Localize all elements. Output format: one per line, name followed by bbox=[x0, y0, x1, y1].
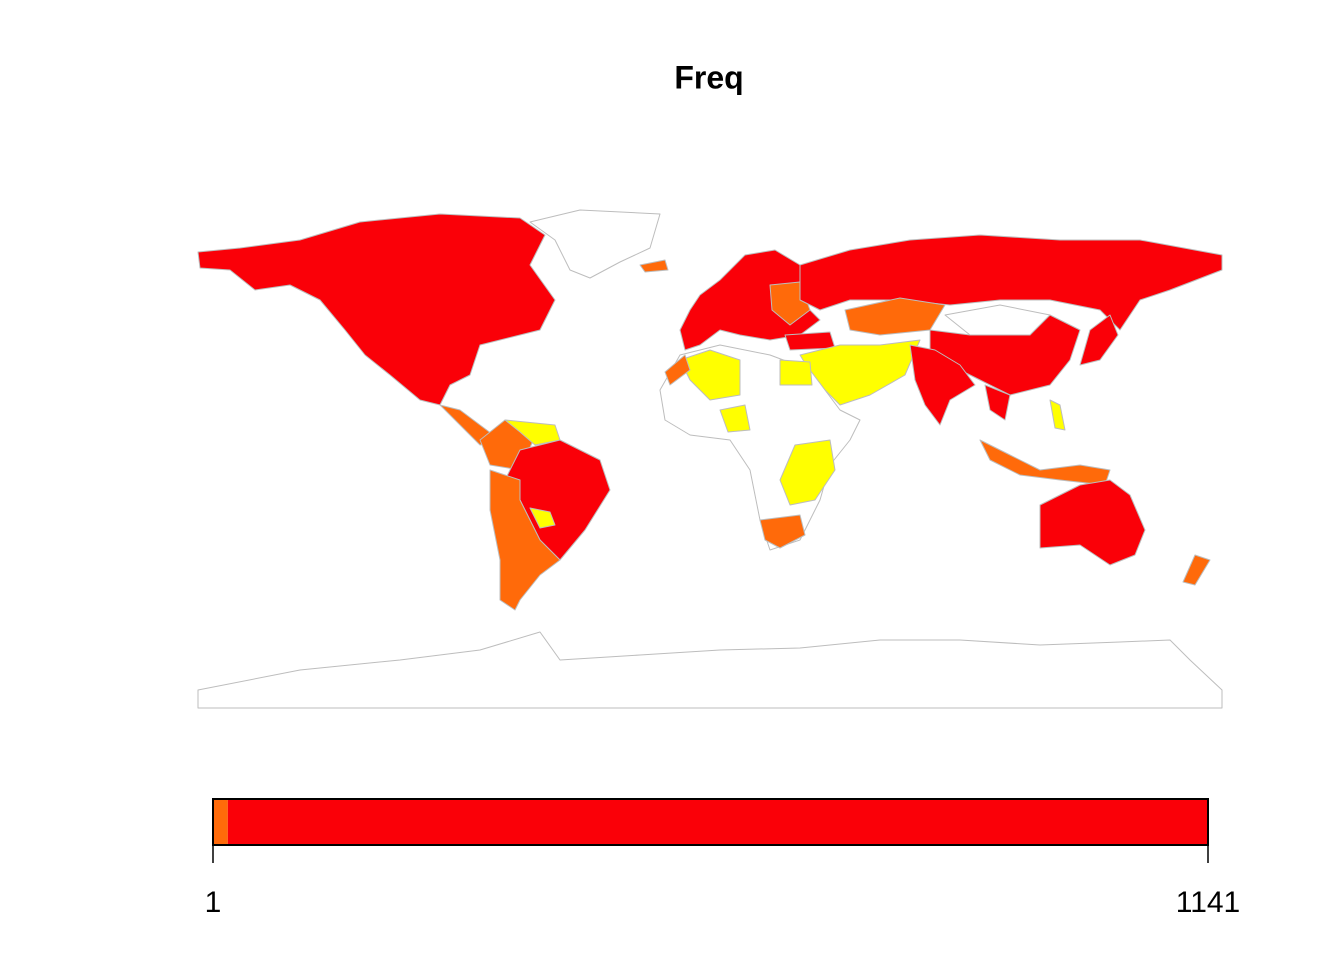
legend-segment bbox=[227, 799, 1209, 845]
russia bbox=[799, 234, 1223, 331]
legend-tick-label: 1 bbox=[205, 886, 222, 919]
legend-tick-label: 1141 bbox=[1176, 886, 1241, 919]
venezuela bbox=[504, 419, 561, 446]
paraguay bbox=[529, 507, 556, 529]
legend-segment bbox=[213, 799, 228, 845]
southeast-asia bbox=[984, 384, 1011, 421]
indonesia bbox=[979, 439, 1111, 486]
world-map bbox=[197, 209, 1223, 709]
central-asia bbox=[844, 297, 946, 336]
east-africa-yellow bbox=[779, 439, 836, 506]
north-africa-yellow bbox=[679, 349, 741, 401]
india bbox=[909, 344, 976, 426]
greenland bbox=[529, 209, 661, 279]
legend: 1 1141 bbox=[205, 798, 1241, 919]
australia bbox=[1039, 479, 1146, 566]
egypt bbox=[779, 359, 813, 386]
turkey bbox=[784, 331, 836, 351]
japan bbox=[1079, 314, 1119, 366]
map-title: Freq bbox=[674, 59, 743, 95]
antarctica bbox=[197, 631, 1223, 709]
morocco bbox=[664, 354, 691, 386]
legend-border bbox=[212, 798, 1209, 846]
north-america bbox=[197, 213, 556, 406]
south-america-south bbox=[489, 469, 561, 611]
iceland bbox=[639, 259, 669, 273]
philippines bbox=[1049, 399, 1066, 431]
nigeria bbox=[719, 404, 751, 433]
south-africa bbox=[759, 514, 806, 549]
new-zealand bbox=[1182, 554, 1211, 586]
